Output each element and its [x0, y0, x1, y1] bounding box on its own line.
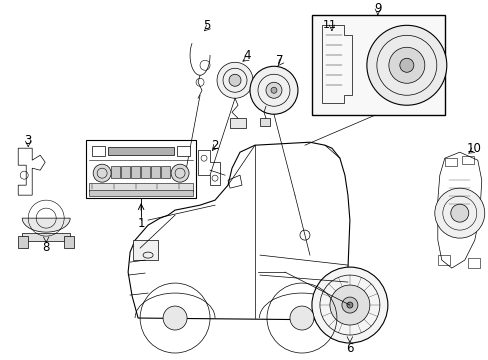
Text: 10: 10: [466, 142, 480, 155]
Circle shape: [329, 285, 369, 325]
Circle shape: [341, 297, 357, 313]
Circle shape: [366, 25, 446, 105]
Circle shape: [171, 164, 189, 182]
Circle shape: [450, 204, 468, 222]
Bar: [260, 118, 269, 126]
Bar: [18, 236, 28, 248]
Bar: [161, 166, 170, 178]
Bar: [86, 140, 196, 198]
Bar: [141, 166, 150, 178]
Circle shape: [249, 66, 297, 114]
Bar: [177, 146, 190, 156]
Bar: [108, 147, 174, 155]
Bar: [89, 183, 193, 191]
Circle shape: [311, 267, 387, 343]
Bar: [133, 240, 158, 260]
Circle shape: [270, 87, 276, 93]
Bar: [121, 166, 130, 178]
Circle shape: [346, 302, 352, 308]
Circle shape: [289, 306, 313, 330]
Circle shape: [399, 58, 413, 72]
Text: 5: 5: [203, 19, 210, 32]
Circle shape: [434, 188, 484, 238]
Bar: [437, 255, 449, 265]
Text: 7: 7: [276, 54, 283, 67]
Circle shape: [228, 74, 241, 86]
Circle shape: [217, 62, 252, 98]
Bar: [444, 158, 456, 166]
Text: 1: 1: [137, 217, 144, 230]
Circle shape: [163, 306, 187, 330]
Bar: [151, 166, 160, 178]
Text: 6: 6: [346, 342, 353, 355]
Bar: [311, 15, 444, 115]
Bar: [111, 166, 120, 178]
Bar: [131, 166, 140, 178]
Circle shape: [265, 82, 282, 98]
Circle shape: [388, 47, 424, 83]
Bar: [467, 258, 479, 268]
Text: 4: 4: [243, 49, 250, 62]
Text: 3: 3: [24, 134, 32, 147]
Bar: [64, 236, 74, 248]
Bar: [461, 156, 473, 164]
Text: 2: 2: [211, 139, 218, 152]
Text: 8: 8: [42, 240, 50, 253]
Bar: [229, 118, 245, 128]
Circle shape: [93, 164, 111, 182]
Bar: [22, 233, 70, 241]
Text: 11: 11: [322, 20, 336, 30]
Text: 9: 9: [373, 2, 381, 15]
Polygon shape: [22, 218, 70, 232]
Bar: [92, 146, 105, 156]
Bar: [89, 190, 193, 196]
